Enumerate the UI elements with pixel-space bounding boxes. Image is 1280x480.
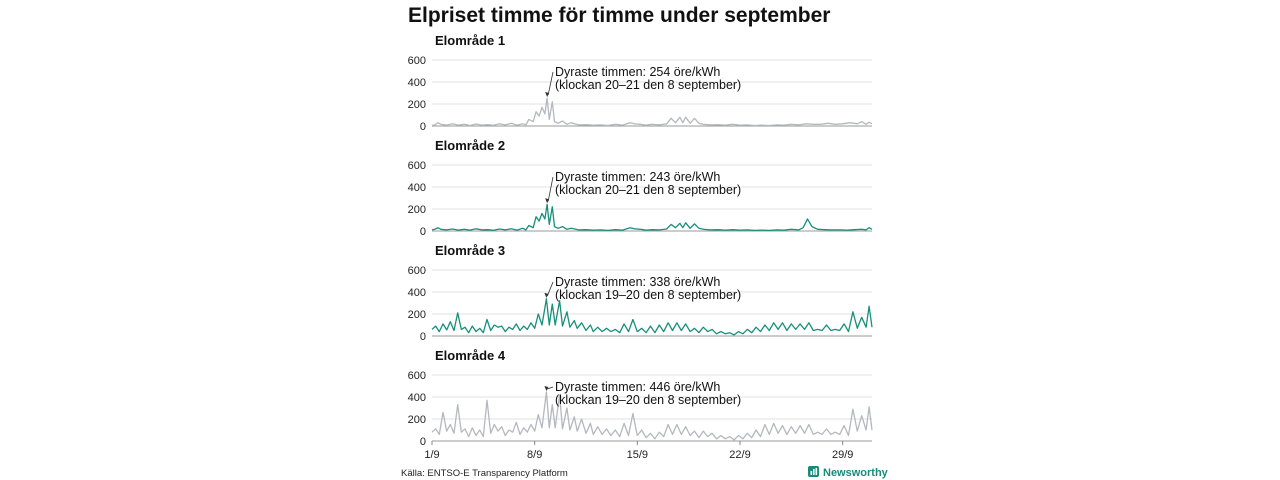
panel-title: Elområde 3 — [435, 243, 505, 258]
brand-name: Newsworthy — [823, 467, 889, 479]
chart-title: Elpriset timme för timme under september — [408, 4, 830, 27]
y-tick-label: 0 — [420, 226, 426, 238]
y-tick-label: 600 — [408, 160, 426, 172]
y-tick-label: 600 — [408, 55, 426, 67]
annotation-line-1: Dyraste timmen: 338 öre/kWh — [555, 275, 720, 289]
y-tick-label: 400 — [408, 182, 426, 194]
y-tick-label: 400 — [408, 287, 426, 299]
annotation-line-2: (klockan 20–21 den 8 september) — [555, 183, 741, 197]
x-tick-label: 29/9 — [832, 449, 853, 461]
x-tick-label: 15/9 — [627, 449, 648, 461]
panel-title: Elområde 4 — [435, 348, 506, 363]
series-line — [431, 97, 873, 127]
annotation-line-2: (klockan 19–20 den 8 september) — [555, 393, 741, 407]
brand-logo: Newsworthy — [808, 466, 889, 479]
annotation-arrowhead — [544, 385, 549, 391]
y-tick-label: 0 — [420, 331, 426, 343]
x-tick-label: 22/9 — [729, 449, 750, 461]
annotation-line-1: Dyraste timmen: 254 öre/kWh — [555, 65, 720, 79]
y-tick-label: 600 — [408, 265, 426, 277]
y-tick-label: 200 — [408, 309, 426, 321]
panel-3: Elområde 3 0 200 400 600 Dyraste timmen: 338 … — [408, 243, 873, 343]
chart-panels: Elområde 1 0 200 400 600 Dyraste timmen: 254 … — [408, 33, 873, 448]
annotation-line-2: (klockan 20–21 den 8 september) — [555, 78, 741, 92]
brand-icon-bar — [815, 468, 818, 475]
annotation-pointer — [547, 71, 554, 96]
panel-title: Elområde 2 — [435, 138, 505, 153]
series-line — [431, 391, 873, 441]
y-tick-label: 600 — [408, 370, 426, 382]
y-tick-label: 200 — [408, 204, 426, 216]
panel-1: Elområde 1 0 200 400 600 Dyraste timmen: 254 … — [408, 33, 873, 133]
annotation-pointer — [547, 386, 554, 390]
y-tick-label: 400 — [408, 77, 426, 89]
annotation-pointer — [547, 281, 554, 296]
annotation-arrowhead — [545, 92, 550, 98]
series-line — [431, 298, 873, 336]
y-tick-label: 200 — [408, 414, 426, 426]
annotation-line-1: Dyraste timmen: 243 öre/kWh — [555, 170, 720, 184]
y-tick-label: 0 — [420, 121, 426, 133]
x-tick-label: 8/9 — [527, 449, 542, 461]
annotation-arrowhead — [545, 198, 550, 204]
panel-4: Elområde 4 0 200 400 600 Dyraste timmen: 446 … — [408, 348, 873, 448]
y-tick-label: 0 — [420, 436, 426, 448]
annotation-line-2: (klockan 19–20 den 8 september) — [555, 288, 741, 302]
annotation-line-1: Dyraste timmen: 446 öre/kWh — [555, 380, 720, 394]
annotation-pointer — [547, 176, 554, 202]
panel-2: Elområde 2 0 200 400 600 Dyraste timmen: 243 … — [408, 138, 873, 238]
panel-title: Elområde 1 — [435, 33, 505, 48]
brand-icon-bar — [813, 469, 815, 475]
y-tick-label: 400 — [408, 392, 426, 404]
source-text: Källa: ENTSO-E Transparency Platform — [401, 468, 568, 479]
series-line — [431, 203, 873, 232]
y-tick-label: 200 — [408, 99, 426, 111]
x-tick-label: 1/9 — [424, 449, 439, 461]
brand-icon-bar — [810, 471, 813, 475]
annotation-arrowhead — [544, 292, 549, 298]
x-axis: 1/9 8/9 15/9 22/9 29/9 — [424, 441, 853, 461]
